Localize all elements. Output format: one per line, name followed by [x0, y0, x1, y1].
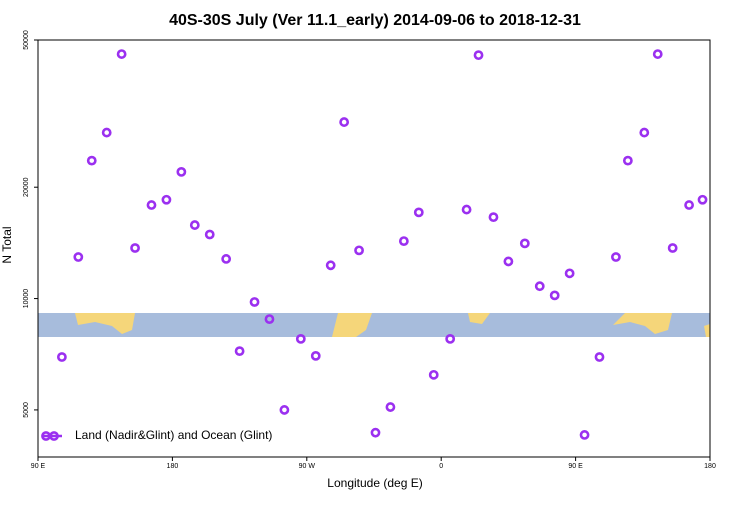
data-point: [189, 220, 200, 230]
data-point: [445, 333, 456, 344]
data-point: [461, 204, 472, 215]
data-point: [413, 207, 424, 218]
data-point: [398, 236, 409, 247]
x-axis-label: Longitude (deg E): [327, 476, 422, 490]
y-tick-label: 50000: [23, 30, 30, 50]
y-tick-label: 20000: [23, 177, 30, 197]
data-point: [339, 117, 350, 127]
x-tick-label: 180: [704, 463, 716, 470]
data-point: [370, 427, 381, 438]
data-point: [310, 350, 321, 361]
data-point: [611, 252, 621, 262]
x-tick-label: 90 E: [568, 463, 583, 470]
y-tick-label: 5000: [23, 402, 30, 418]
legend-marker: [49, 431, 59, 441]
data-point: [176, 166, 187, 177]
data-point: [86, 155, 97, 166]
x-tick-label: 90 E: [31, 463, 46, 470]
chart-title: 40S-30S July (Ver 11.1_early) 2014-09-06…: [169, 12, 581, 29]
land: [75, 313, 135, 334]
data-point: [473, 50, 484, 61]
data-point: [428, 369, 439, 380]
data-point: [652, 49, 663, 59]
land: [613, 313, 672, 334]
data-point: [385, 402, 396, 412]
data-point: [488, 212, 499, 223]
data-point: [594, 352, 605, 362]
plot-frame: [37, 39, 711, 458]
data-point: [697, 194, 708, 205]
data-point: [579, 430, 590, 440]
data-point: [264, 314, 275, 325]
data-point: [325, 260, 336, 271]
data-point: [519, 238, 530, 249]
data-point: [130, 243, 140, 253]
data-point: [234, 346, 245, 357]
x-tick-label: 90 W: [299, 463, 316, 470]
map-band: [38, 313, 710, 337]
data-point: [549, 290, 560, 301]
data-point: [354, 245, 364, 256]
data-point: [564, 268, 575, 279]
data-point: [161, 194, 172, 205]
x-tick-label: 0: [439, 463, 443, 470]
ocean-band: [38, 313, 710, 337]
x-tick-label: 180: [167, 463, 179, 470]
data-point: [667, 243, 678, 253]
legend-label: Land (Nadir&Glint) and Ocean (Glint): [75, 428, 272, 442]
data-point: [639, 127, 650, 138]
data-point: [622, 155, 633, 166]
land: [332, 313, 372, 337]
data-point: [221, 254, 232, 264]
data-point: [204, 229, 215, 240]
data-point: [146, 200, 157, 210]
land: [704, 324, 710, 337]
data-point: [279, 405, 290, 415]
data-point: [116, 49, 127, 59]
data-point: [684, 200, 694, 210]
data-point: [56, 352, 67, 362]
data-point: [503, 256, 514, 267]
data-point: [101, 127, 112, 138]
data-point: [249, 297, 260, 307]
y-axis-label: N Total: [0, 226, 14, 263]
y-tick-label: 10000: [23, 289, 30, 309]
data-point: [73, 252, 84, 262]
data-point: [534, 281, 545, 292]
data-point: [295, 333, 306, 344]
land: [468, 313, 490, 324]
